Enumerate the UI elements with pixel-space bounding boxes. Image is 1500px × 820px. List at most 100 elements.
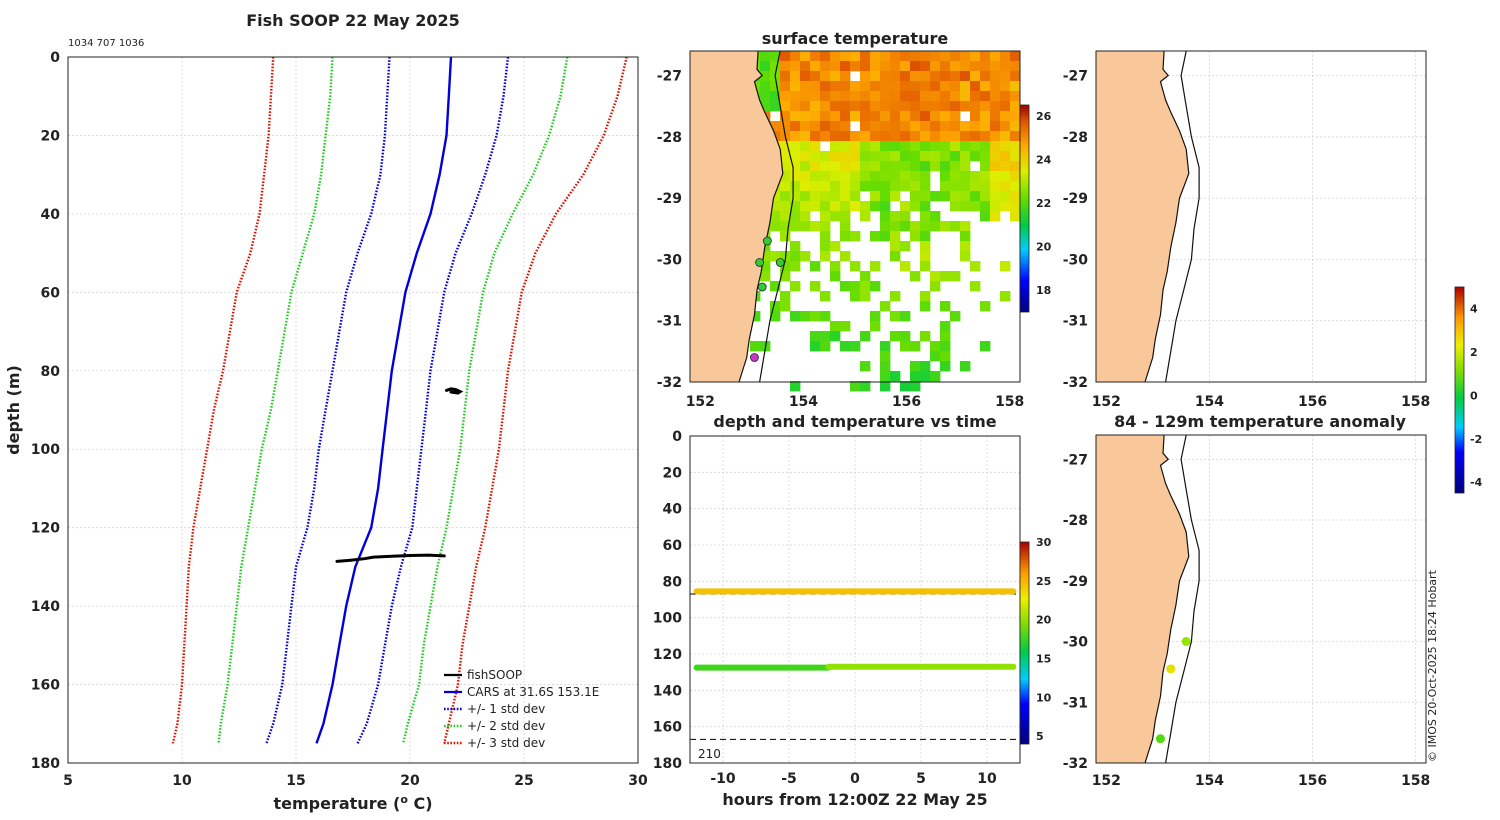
sst-cell	[880, 201, 891, 212]
sst-cell	[880, 221, 891, 232]
map-ytick: -28	[657, 130, 682, 146]
sst-cell	[810, 91, 821, 102]
sst-cell	[770, 211, 781, 222]
sst-cell	[790, 251, 801, 262]
sst-cell	[980, 341, 991, 352]
sst-cell	[850, 201, 861, 212]
sst-cell	[950, 121, 961, 132]
sst-cell	[810, 191, 821, 202]
sst-cell	[940, 301, 951, 312]
sst-cell	[870, 121, 881, 132]
sst-cell	[800, 251, 811, 262]
sst-cell	[900, 171, 911, 182]
sst-cell	[820, 131, 831, 142]
sst-cell	[970, 191, 981, 202]
sst-cell	[810, 61, 821, 72]
sst-cell	[790, 211, 801, 222]
sst-cell	[890, 231, 901, 242]
shelf-contour	[1165, 434, 1200, 764]
sst-cell	[830, 81, 841, 92]
sst-cell	[870, 181, 881, 192]
sst-cell	[780, 191, 791, 202]
map-ytick: -28	[1063, 513, 1088, 529]
sst-cell	[840, 91, 851, 102]
sst-cell	[930, 131, 941, 142]
sst-cell	[870, 171, 881, 182]
sst-title: surface temperature	[762, 29, 949, 48]
sst-cell	[970, 51, 981, 62]
sst-cell	[890, 181, 901, 192]
sst-cell	[950, 101, 961, 112]
map-ytick: -32	[1063, 375, 1088, 391]
sst-cell	[850, 111, 861, 122]
sst-cell	[910, 131, 921, 142]
sst-cell	[840, 341, 851, 352]
sst-cell	[1000, 131, 1011, 142]
sst-cell	[960, 141, 971, 152]
sst-cell	[890, 61, 901, 72]
sst-cell	[990, 201, 1001, 212]
sst-cell	[790, 281, 801, 292]
sst-cell	[950, 191, 961, 202]
sst-cell	[790, 381, 801, 392]
depth-time-ytick: 60	[663, 538, 683, 554]
sst-cell	[920, 81, 931, 92]
sst-cell	[890, 101, 901, 112]
sst-cell	[900, 181, 911, 192]
sst-cell	[980, 121, 991, 132]
map-ytick: -30	[1063, 635, 1089, 651]
sst-cell	[890, 131, 901, 142]
sst-cell	[920, 371, 931, 382]
sst-cell	[860, 111, 871, 122]
sst-cell	[800, 181, 811, 192]
sst-cell	[880, 161, 891, 172]
depth-time-xtick: -10	[710, 771, 736, 787]
sst-cell	[810, 261, 821, 272]
sst-cell	[980, 151, 991, 162]
sst-cell	[960, 131, 971, 142]
sst-cell	[950, 51, 961, 62]
anomaly-panel: 84 - 129m temperature anomaly 152 154 156 1…	[1063, 412, 1431, 789]
sst-cell	[830, 101, 841, 112]
sst-cell	[840, 101, 851, 112]
sst-cell	[1000, 91, 1011, 102]
sst-cell	[890, 121, 901, 132]
sst-cell	[1000, 51, 1011, 62]
sst-cell	[880, 121, 891, 132]
sst-cell	[920, 361, 931, 372]
sst-cell	[880, 211, 891, 222]
sst-cell	[980, 71, 991, 82]
sst-cell	[780, 81, 791, 92]
sst-cell	[920, 201, 931, 212]
sst-cell	[780, 301, 791, 312]
map-xtick: 152	[686, 394, 715, 410]
sst-cell	[860, 71, 871, 82]
profile-series-line	[265, 56, 391, 744]
sst-cell	[810, 71, 821, 82]
sst-cell	[890, 211, 901, 222]
depth-time-xlabel: hours from 12:00Z 22 May 25	[722, 790, 987, 809]
sst-cell	[910, 381, 921, 392]
sst-cell	[960, 251, 971, 262]
depth-time-xtick: 5	[916, 771, 926, 787]
sst-cell	[840, 121, 851, 132]
profile-ytick: 80	[41, 364, 61, 380]
anomaly-point	[1155, 734, 1165, 744]
sst-cell	[770, 101, 781, 112]
sst-cell	[960, 361, 971, 372]
sst-cell	[860, 171, 871, 182]
sst-cell	[850, 181, 861, 192]
sst-cell	[940, 161, 951, 172]
sst-cell	[970, 201, 981, 212]
sst-cell	[940, 71, 951, 82]
sst-cell	[860, 201, 871, 212]
sst-cell	[780, 291, 791, 302]
profile-series-line	[402, 56, 569, 744]
sst-cell	[890, 141, 901, 152]
sst-cell	[960, 231, 971, 242]
sst-cell	[800, 61, 811, 72]
sst-cell	[860, 101, 871, 112]
sst-cell	[770, 201, 781, 212]
sst-cell	[840, 131, 851, 142]
depth-time-ytick: 20	[663, 465, 683, 481]
